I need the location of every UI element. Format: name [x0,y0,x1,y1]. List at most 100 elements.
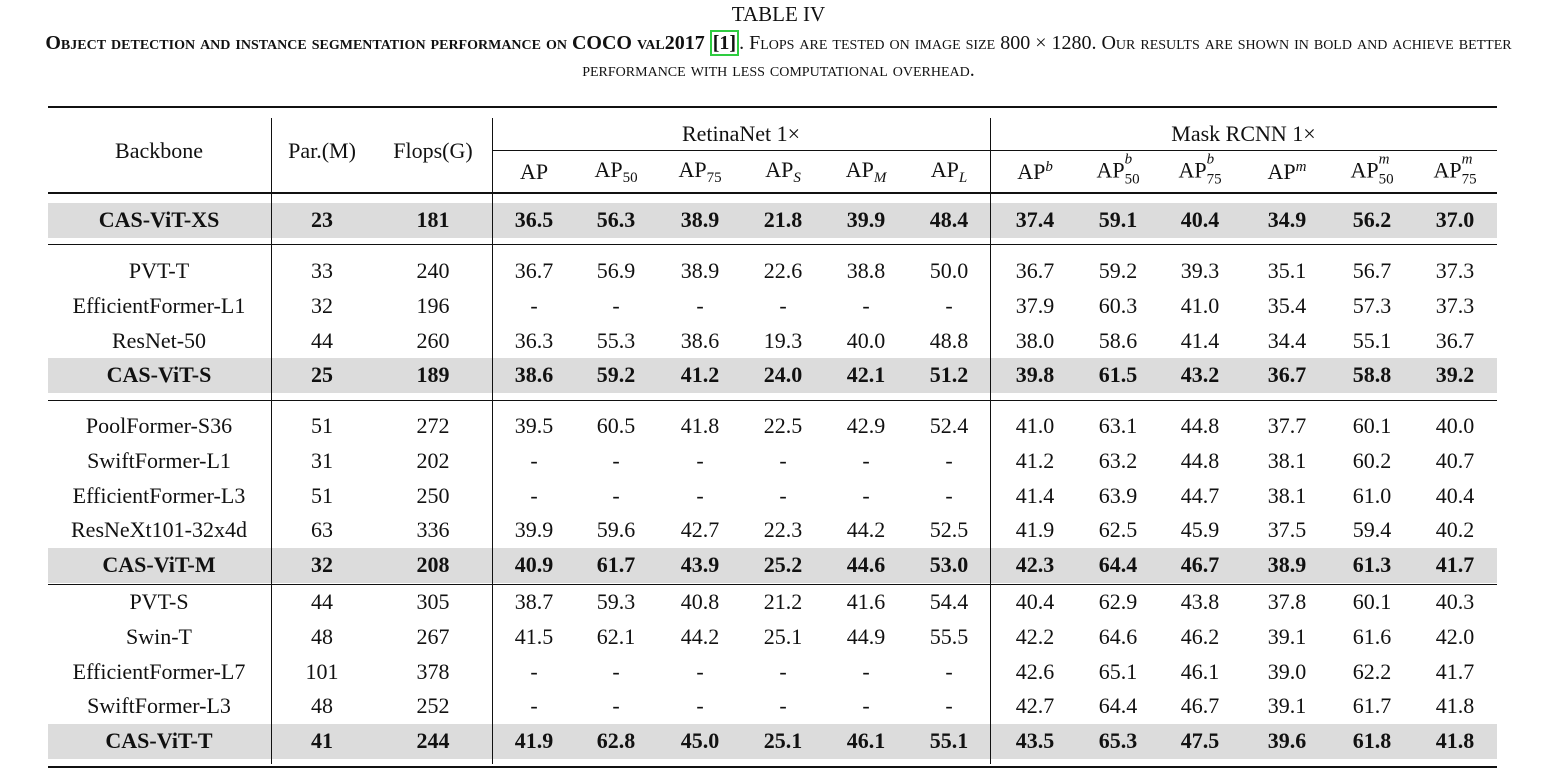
table-cell: - [612,693,620,719]
table-cell: 59.1 [1098,207,1138,232]
subcolumn-header: AP50 [594,157,637,187]
table-cell: 22.5 [763,413,803,438]
table-cell: 55.3 [596,327,636,353]
table-cell: 25.2 [763,552,803,578]
table-cell: ResNet-50 [111,327,207,353]
sub-main: AP [1178,157,1207,183]
table-cell: 37.3 [1435,258,1475,283]
table-cell: 41.0 [1180,292,1220,318]
sub-main: AP [845,156,874,182]
table-cell: 37.4 [1015,207,1055,232]
table-cell: 63.9 [1098,482,1138,508]
table-cell: 44.6 [846,552,886,578]
subcolumn-header: APL [931,157,967,187]
table-cell: 38.8 [846,258,886,283]
table-cell: 43.2 [1180,362,1220,388]
table-cell: 44.2 [846,517,886,543]
table-cell: 38.1 [1267,482,1307,508]
table-cell: 65.1 [1098,658,1138,684]
table-cell: 46.1 [846,728,886,754]
table-cell: 101 [305,658,339,684]
table-cell: 244 [416,728,450,754]
table-cell: 48 [311,623,333,649]
table-cell: 41.9 [514,728,554,754]
rule [48,400,1497,401]
table-cell: 55.5 [929,623,969,649]
table-cell: 40.4 [1435,482,1475,508]
table-cell: PoolFormer-S36 [85,413,233,438]
table-cell: 58.6 [1098,327,1138,353]
table-cell: 62.8 [596,728,636,754]
sub: 75 [706,170,722,187]
table-cell: 56.2 [1352,207,1392,232]
table-cell: 38.9 [680,258,720,283]
table-cell: 62.9 [1098,589,1138,614]
column-rule [492,118,493,764]
sub-main: AP [1267,159,1296,185]
table-cell: 35.1 [1267,258,1307,283]
table-cell: 36.3 [514,327,554,353]
table-cell: - [945,482,953,508]
table-cell: 42.0 [1435,623,1475,649]
table-cell: 59.2 [1098,258,1138,283]
table-cell: 39.9 [846,207,886,232]
table-cell: 40.7 [1435,447,1475,473]
table-cell: 63.2 [1098,447,1138,473]
table-cell: 64.4 [1098,552,1138,578]
sup: b [1124,151,1133,168]
table-cell: 62.1 [596,623,636,649]
sup: m [1378,151,1390,168]
table-cell: EfficientFormer-L3 [72,482,246,508]
table-cell: 181 [416,207,450,232]
table-cell: 44 [311,589,333,614]
table-cell: 208 [416,552,450,578]
column-rule [271,118,272,764]
subcolumn-header: APM [846,157,887,187]
table-cell: 38.6 [514,362,554,388]
sup-sub: m 75 [1462,152,1477,187]
column-header: Flops(G) [393,138,473,163]
table-cell: 19.3 [763,327,803,353]
table-cell: 40.4 [1180,207,1220,232]
table-cell: 46.1 [1180,658,1220,684]
table-cell: 41.0 [1015,413,1055,438]
sub: 50 [622,170,638,187]
sup-sub: b 75 [1207,152,1222,187]
table-cell: - [612,447,620,473]
table-cell: 57.3 [1352,292,1392,318]
table-cell: 41.4 [1180,327,1220,353]
table-cell: 61.5 [1098,362,1138,388]
table-cell: 196 [416,292,450,318]
table-cell: 25 [311,362,333,388]
table-cell: 21.8 [763,207,803,232]
table-cell: 38.1 [1267,447,1307,473]
rule [492,150,1497,151]
table-cell: 61.8 [1352,728,1392,754]
table-cell: 39.8 [1015,362,1055,388]
table-cell: 336 [416,517,450,543]
table-cell: 56.3 [596,207,636,232]
rule [48,584,1497,585]
table-cell: CAS-ViT-M [102,552,216,578]
sub-main: AP [678,156,707,182]
table-cell: - [945,693,953,719]
table-cell: 61.3 [1352,552,1392,578]
table-cell: 48.8 [929,327,969,353]
subcolumn-header: AP m 75 [1433,152,1477,187]
citation[interactable]: [1] [709,30,740,56]
highlight-band [48,202,1497,238]
table-cell: 45.0 [680,728,720,754]
table-cell: 40.4 [1015,589,1055,614]
table-cell: - [945,658,953,684]
table-cell: 44.7 [1180,482,1220,508]
table-cell: 250 [416,482,450,508]
table-cell: - [696,447,704,473]
highlight-band [48,547,1497,583]
table-cell: 65.3 [1098,728,1138,754]
table-cell: 42.9 [846,413,886,438]
table-cell: 63.1 [1098,413,1138,438]
sup: m [1461,151,1473,168]
subcolumn-header: APb [1017,159,1053,185]
table-cell: 24.0 [763,362,803,388]
subcolumn-header: AP m 50 [1350,152,1393,187]
